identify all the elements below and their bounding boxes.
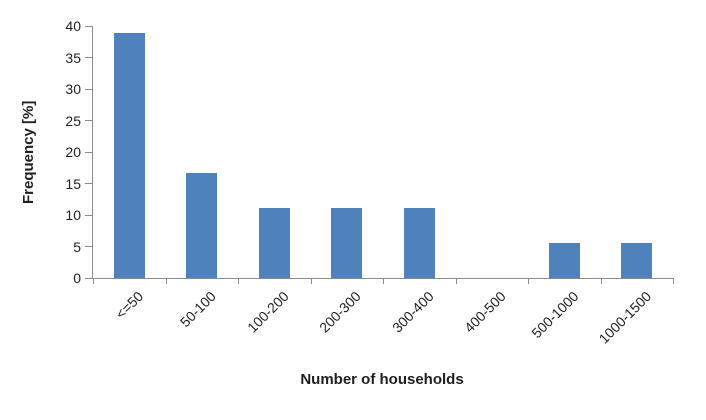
y-tick [85,25,92,27]
y-tick-label: 25 [65,112,81,129]
bar [258,208,290,278]
x-category-label: 500-1000 [528,288,582,342]
y-tick-label: 5 [73,238,81,255]
x-tick [600,278,602,284]
y-tick [85,183,92,184]
bar [548,242,580,278]
y-tick [85,246,92,247]
bar [403,208,435,278]
x-category-label: 400-500 [461,288,510,336]
x-tick [528,278,529,284]
x-tick [93,278,94,284]
x-tick [165,278,167,284]
y-tick-label: 20 [65,144,81,160]
x-category-label: 100-200 [243,288,292,336]
y-tick [85,57,92,58]
x-tick [383,278,384,284]
x-tick [310,278,312,284]
y-tick [85,151,92,153]
y-tick-label: 30 [65,81,81,97]
y-tick [85,88,92,90]
x-axis-title: Number of households [300,371,464,388]
x-category-label: 1000-1500 [595,288,655,347]
x-tick [673,278,674,284]
y-tick [85,277,92,279]
x-category-label: 200-300 [316,288,365,336]
bar [186,172,218,278]
y-tick-label: 0 [73,270,81,286]
x-tick [238,278,239,284]
x-category-label: 50-100 [176,288,220,331]
plot-area: 0 5 10 15 20 25 30 35 40 <=50 50-100 100-200 200-300… [65,18,674,347]
y-tick-label: 40 [65,18,81,34]
x-category-label: 300-400 [388,288,437,336]
x-tick [455,278,457,284]
y-tick-label: 15 [65,175,81,192]
bar [331,208,363,278]
y-tick-label: 35 [65,49,81,66]
y-tick-label: 10 [65,207,81,223]
y-tick [85,120,92,121]
bar [113,32,145,278]
y-tick [85,214,92,216]
x-category-label: <=50 [112,288,147,322]
bar [621,242,653,278]
